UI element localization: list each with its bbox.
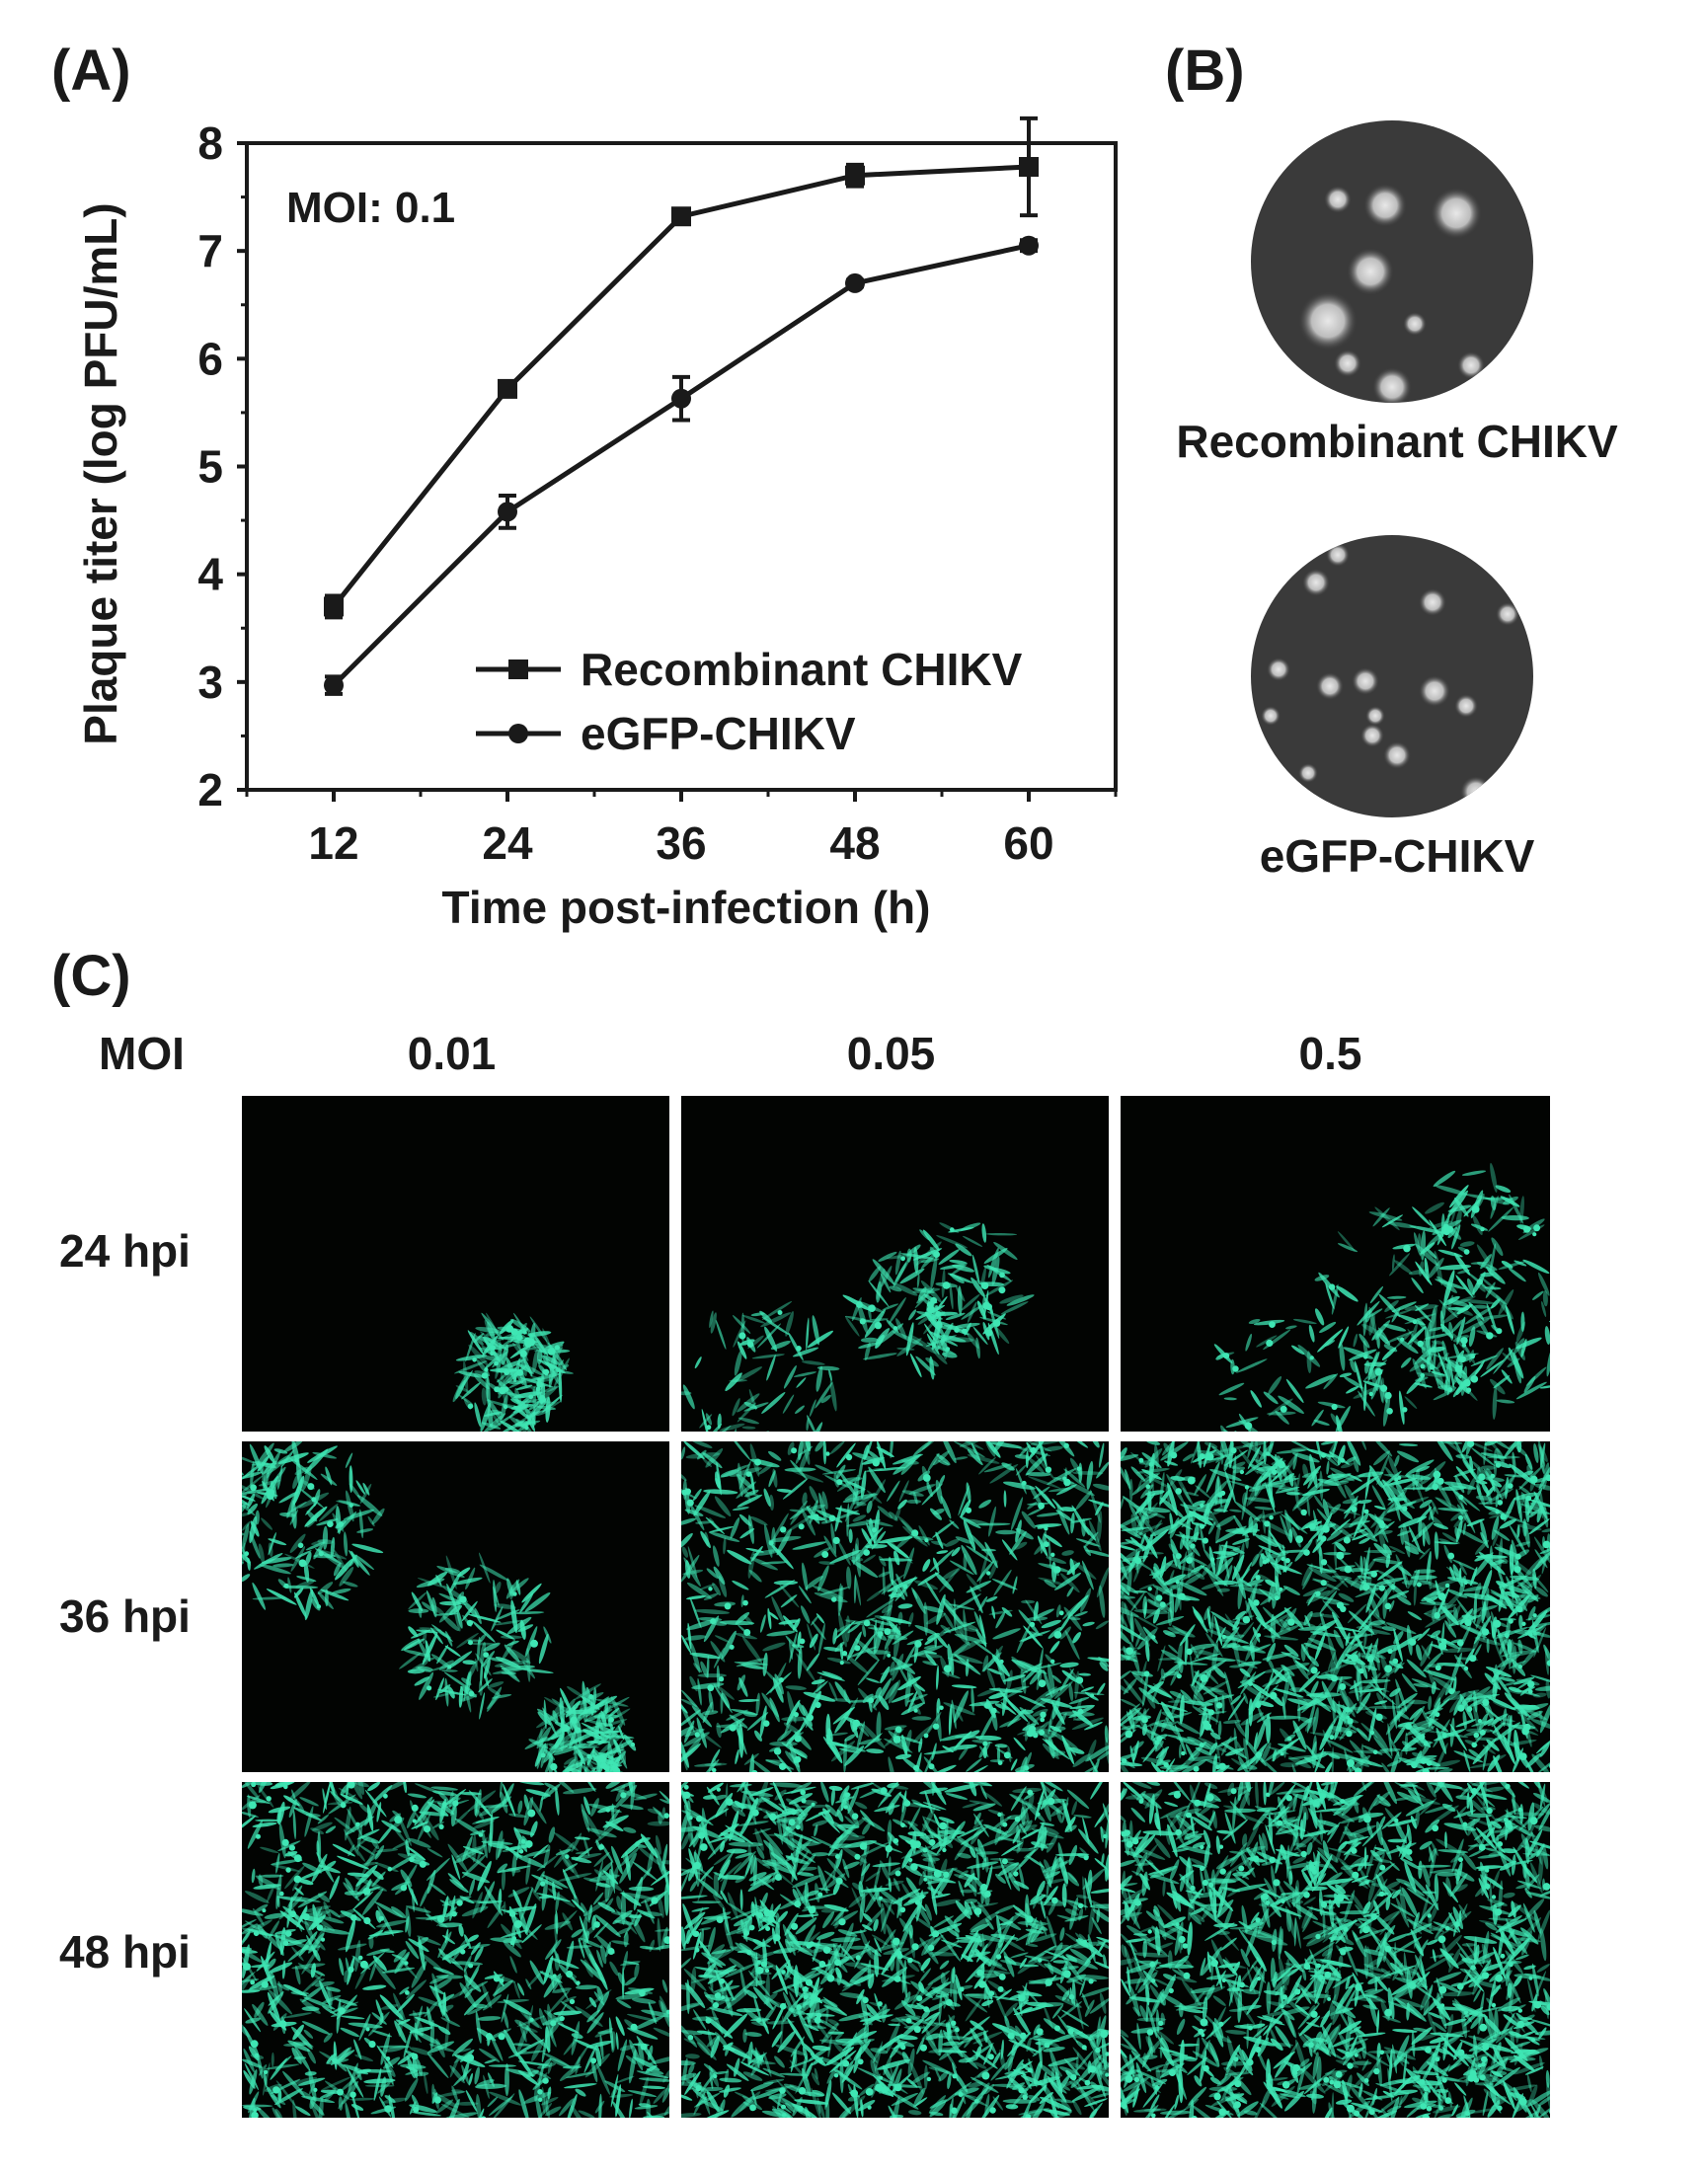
cell-layer (1213, 1162, 1550, 1432)
y-tick-label: 7 (197, 225, 223, 276)
y-tick-label: 4 (197, 549, 223, 600)
data-point (324, 596, 344, 617)
y-tick-label: 3 (197, 657, 223, 708)
legend-marker (508, 724, 528, 743)
y-tick-label: 6 (197, 333, 223, 384)
micrograph-moi005-36h (681, 1441, 1109, 1772)
series-layer (324, 116, 1039, 696)
cell-layer (1121, 1782, 1550, 2118)
legend-marker (508, 659, 528, 679)
column-header-1: 0.01 (407, 1028, 497, 1079)
moi-header: MOI (99, 1028, 185, 1079)
legend-label: eGFP-CHIKV (581, 708, 856, 759)
panel-c-label: (C) (51, 944, 131, 1008)
series-line-1 (332, 243, 1030, 687)
data-point (498, 502, 517, 522)
y-tick-label: 8 (197, 117, 223, 169)
panel-a-label: (A) (51, 39, 131, 103)
legend-label: Recombinant CHIKV (581, 644, 1023, 695)
chart-legend: Recombinant CHIKV eGFP-CHIKV (476, 644, 1023, 759)
y-axis-label: Plaque titer (log PFU/mL) (75, 202, 126, 744)
x-tick-label: 48 (829, 817, 880, 869)
micrograph-moi005-24h (681, 1096, 1109, 1432)
data-point (324, 675, 344, 696)
micrograph-moi001-24h (242, 1096, 669, 1432)
y-tick-label: 2 (197, 764, 223, 815)
data-point (1019, 157, 1039, 178)
plaque-caption-egfp: eGFP-CHIKV (1259, 830, 1535, 882)
cell-layer (242, 1441, 637, 1772)
y-tick-label: 5 (197, 441, 223, 493)
cell-layer (681, 1441, 1109, 1772)
plaque-dish-recombinant (1249, 118, 1535, 405)
cell-layer (452, 1312, 574, 1432)
x-tick-label: 12 (308, 817, 358, 869)
row-label-48hpi: 48 hpi (59, 1926, 191, 1977)
cell-layer (681, 1222, 1035, 1432)
x-tick-label: 36 (656, 817, 706, 869)
panel-b-label: (B) (1165, 39, 1245, 103)
x-tick-label: 24 (482, 817, 533, 869)
data-point (1019, 235, 1039, 256)
column-header-2: 0.05 (846, 1028, 936, 1079)
x-axis-ticks: 12 24 36 48 60 (245, 790, 1118, 869)
row-label-36hpi: 36 hpi (59, 1590, 191, 1642)
micrograph-moi05-36h (1121, 1441, 1550, 1772)
micrograph-moi005-48h (681, 1782, 1109, 2118)
data-point (671, 388, 691, 409)
growth-curve-chart: 2 3 4 5 6 7 8 12 24 36 48 60 MOI: 0.1 Time post-in… (75, 116, 1118, 933)
data-point (845, 272, 865, 293)
micrograph-moi001-48h (242, 1782, 669, 2118)
data-point (845, 165, 865, 186)
data-point (671, 206, 691, 227)
micrograph-moi001-36h (242, 1441, 669, 1772)
moi-annotation: MOI: 0.1 (286, 184, 455, 232)
column-header-3: 0.5 (1298, 1028, 1362, 1079)
cell-layer (1121, 1441, 1550, 1772)
row-label-24hpi: 24 hpi (59, 1225, 191, 1277)
y-axis-ticks: 2 3 4 5 6 7 8 (197, 117, 247, 815)
cell-layer (681, 1782, 1109, 2118)
cell-layer (242, 1782, 669, 2118)
micrograph-moi05-24h (1121, 1096, 1550, 1432)
data-point (498, 378, 517, 399)
x-tick-label: 60 (1003, 817, 1053, 869)
x-axis-label: Time post-infection (h) (442, 882, 931, 933)
plaque-caption-recombinant: Recombinant CHIKV (1176, 416, 1618, 467)
plaque-dish-egfp (1249, 533, 1535, 819)
micrograph-moi05-48h (1121, 1782, 1550, 2118)
